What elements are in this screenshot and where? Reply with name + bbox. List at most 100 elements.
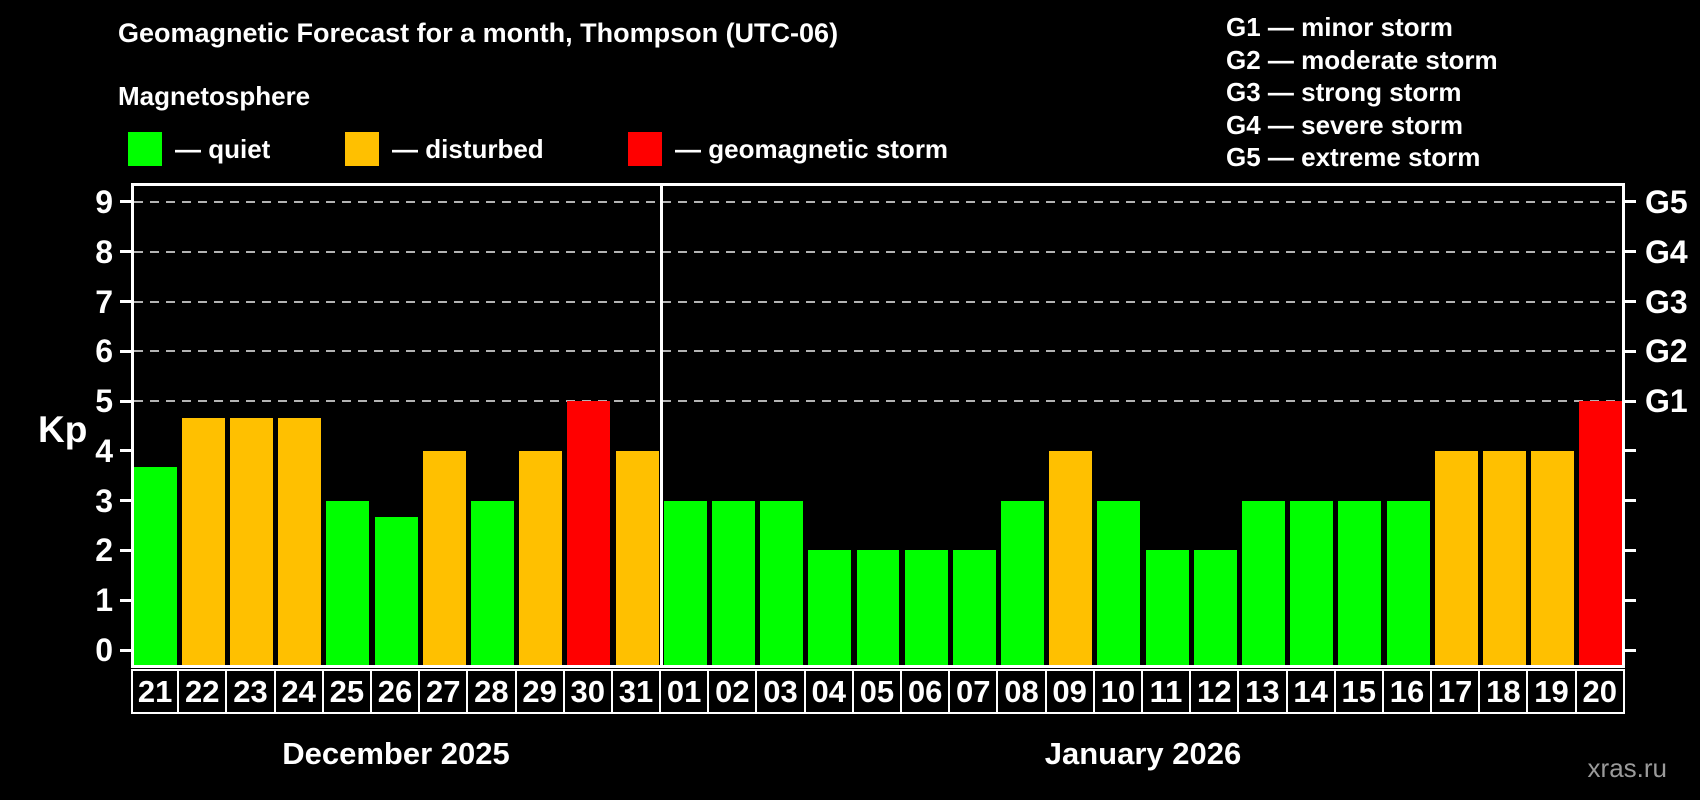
legend-item-disturbed: — disturbed <box>345 131 544 167</box>
y-axis-tick-label-4: 4 <box>95 432 113 469</box>
date-cell-18: 18 <box>1478 669 1529 714</box>
kp-bar-day-01 <box>663 500 707 668</box>
plot-area <box>131 183 1625 668</box>
y-axis-tick-label-2: 2 <box>95 532 113 569</box>
storm-legend-line-g3: G3 — strong storm <box>1226 77 1462 107</box>
y-axis-tick-right-4 <box>1625 449 1636 453</box>
date-cell-22: 22 <box>177 669 228 714</box>
date-cell-31: 31 <box>610 669 662 714</box>
g-axis-tick-label-g4: G4 <box>1645 233 1688 270</box>
date-cell-24: 24 <box>273 669 324 714</box>
legend-item-storm: — geomagnetic storm <box>628 131 948 167</box>
kp-bar-day-17 <box>1434 450 1478 668</box>
kp-bar-day-07 <box>952 550 996 668</box>
y-axis-tick-right-5 <box>1625 399 1636 403</box>
kp-bar-day-08 <box>1001 500 1045 668</box>
kp-bar-day-23 <box>229 417 273 668</box>
y-axis-tick-left-7 <box>120 300 131 304</box>
y-axis-tick-left-0 <box>120 648 131 652</box>
y-axis-tick-left-8 <box>120 250 131 254</box>
kp-bar-day-02 <box>711 500 755 668</box>
kp-bar-day-20 <box>1579 401 1623 668</box>
legend-label-quiet: — quiet <box>175 133 271 164</box>
date-cell-26: 26 <box>369 669 421 714</box>
y-axis-tick-left-3 <box>120 499 131 503</box>
date-cell-13: 13 <box>1237 669 1288 714</box>
storm-scale-legend: G1 — minor storm G2 — moderate storm G3 — … <box>1226 11 1498 174</box>
y-axis-tick-left-6 <box>120 349 131 353</box>
y-axis-tick-left-5 <box>120 399 131 403</box>
storm-legend-line-g5: G5 — extreme storm <box>1226 142 1481 172</box>
g-axis-tick-label-g2: G2 <box>1645 333 1688 370</box>
date-cell-17: 17 <box>1430 669 1481 714</box>
gridline-kp8 <box>134 250 1622 253</box>
y-axis-tick-right-0 <box>1625 648 1636 652</box>
kp-bar-day-25 <box>326 500 370 668</box>
date-cell-05: 05 <box>851 669 902 714</box>
month-label-january: January 2026 <box>1044 736 1242 771</box>
date-cell-03: 03 <box>755 669 806 714</box>
gridline-kp6 <box>134 350 1622 353</box>
gridline-kp9 <box>134 200 1622 203</box>
y-axis-tick-label-1: 1 <box>95 582 113 619</box>
y-axis-tick-label-3: 3 <box>95 482 113 519</box>
date-cell-10: 10 <box>1092 669 1143 714</box>
kp-bar-day-03 <box>760 500 804 668</box>
legend-label-storm: — geomagnetic storm <box>675 133 949 164</box>
y-axis-tick-left-2 <box>120 548 131 552</box>
storm-legend-line-g1: G1 — minor storm <box>1226 12 1453 42</box>
y-axis-tick-right-2 <box>1625 548 1636 552</box>
kp-bar-day-22 <box>181 417 225 668</box>
y-axis-tick-label-5: 5 <box>95 383 113 420</box>
kp-bar-day-05 <box>856 550 900 668</box>
storm-legend-line-g4: G4 — severe storm <box>1226 109 1464 140</box>
date-cell-29: 29 <box>514 669 565 714</box>
kp-bar-day-15 <box>1338 500 1382 668</box>
kp-bar-day-04 <box>808 550 852 668</box>
gridline-kp7 <box>134 300 1622 303</box>
month-label-december: December 2025 <box>282 736 510 771</box>
date-cell-02: 02 <box>707 669 758 714</box>
kp-bar-day-12 <box>1193 550 1237 668</box>
y-axis-tick-label-6: 6 <box>95 333 113 370</box>
date-cell-06: 06 <box>900 669 951 714</box>
legend-swatch-storm-icon <box>628 132 662 166</box>
date-cell-20: 20 <box>1574 669 1625 714</box>
y-axis-tick-label-0: 0 <box>95 632 113 668</box>
storm-legend-line-g2: G2 — moderate storm <box>1226 44 1498 75</box>
date-cell-19: 19 <box>1526 669 1577 714</box>
watermark: xras.ru <box>1587 753 1667 783</box>
kp-bar-day-29 <box>519 450 563 668</box>
date-cell-27: 27 <box>418 669 469 714</box>
kp-bar-day-19 <box>1531 450 1575 668</box>
kp-bar-day-21 <box>133 467 177 668</box>
date-cell-14: 14 <box>1285 669 1336 714</box>
page-title: Geomagnetic Forecast for a month, Thomps… <box>118 18 839 48</box>
month-separator-line <box>659 183 663 668</box>
y-axis-tick-left-1 <box>120 598 131 602</box>
date-cell-15: 15 <box>1333 669 1384 714</box>
kp-bar-day-09 <box>1049 450 1093 668</box>
kp-bar-day-14 <box>1290 500 1334 668</box>
y-axis-tick-right-9 <box>1625 200 1636 204</box>
date-cell-21: 21 <box>131 669 180 714</box>
kp-bar-day-24 <box>278 417 322 668</box>
y-axis-tick-left-9 <box>120 200 131 204</box>
date-cell-25: 25 <box>321 669 372 714</box>
gridline-kp5 <box>134 400 1622 403</box>
kp-bar-day-18 <box>1483 450 1526 668</box>
y-axis-label: Kp <box>38 409 88 450</box>
kp-bar-day-26 <box>374 517 418 668</box>
kp-bar-day-11 <box>1145 550 1189 668</box>
date-cell-28: 28 <box>466 669 517 714</box>
y-axis-tick-right-7 <box>1625 300 1636 304</box>
g-axis-tick-label-g3: G3 <box>1645 283 1688 320</box>
y-axis-tick-right-8 <box>1625 250 1636 254</box>
y-axis-tick-right-1 <box>1625 598 1636 602</box>
date-cell-30: 30 <box>562 669 613 714</box>
kp-bar-day-28 <box>470 500 514 668</box>
date-cell-23: 23 <box>225 669 276 714</box>
kp-bar-day-16 <box>1386 500 1430 668</box>
y-axis-tick-label-7: 7 <box>95 283 113 320</box>
